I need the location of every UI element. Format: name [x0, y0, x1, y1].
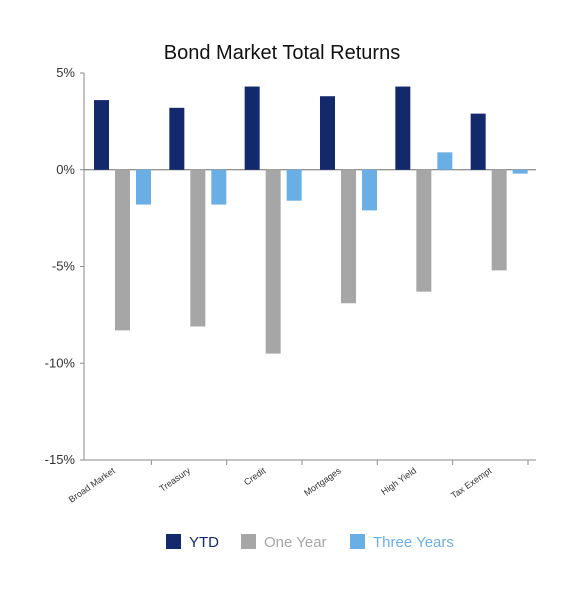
y-tick-label: 5% [56, 65, 75, 80]
legend-swatch [166, 534, 181, 549]
bar-three-years [136, 169, 151, 205]
legend-label: YTD [189, 534, 219, 551]
x-category-label: Broad Market [67, 465, 117, 504]
bar-one-year [265, 169, 281, 354]
bar-ytd [320, 96, 335, 170]
x-category-label: Tax Exempt [449, 465, 494, 500]
bar-one-year [341, 169, 356, 304]
bar-ytd [470, 113, 486, 170]
x-category-label: High Yield [379, 465, 418, 496]
bar-three-years [211, 169, 227, 205]
bar-one-year [115, 169, 130, 331]
bar-one-year [491, 169, 507, 271]
bar-one-year [416, 169, 432, 292]
bar-ytd [395, 86, 411, 170]
y-tick-label: -15% [45, 452, 76, 467]
legend-label: One Year [264, 534, 327, 551]
bar-three-years [437, 152, 453, 170]
bar-ytd [94, 100, 109, 170]
x-category-label: Treasury [158, 465, 193, 494]
y-tick-label: 0% [56, 162, 75, 177]
bar-three-years [362, 169, 377, 211]
legend-swatch [241, 534, 256, 549]
legend-swatch [350, 534, 365, 549]
y-tick-label: -10% [45, 355, 76, 370]
y-tick-label: -5% [52, 259, 76, 274]
bar-three-years [286, 169, 302, 201]
bar-ytd [244, 86, 260, 170]
bar-three-years [512, 169, 528, 174]
x-category-label: Mortgages [302, 465, 343, 498]
legend-label: Three Years [373, 534, 454, 551]
chart-title: Bond Market Total Returns [164, 42, 400, 64]
bar-one-year [190, 169, 206, 327]
x-category-label: Credit [242, 465, 268, 487]
bar-ytd [169, 107, 185, 170]
